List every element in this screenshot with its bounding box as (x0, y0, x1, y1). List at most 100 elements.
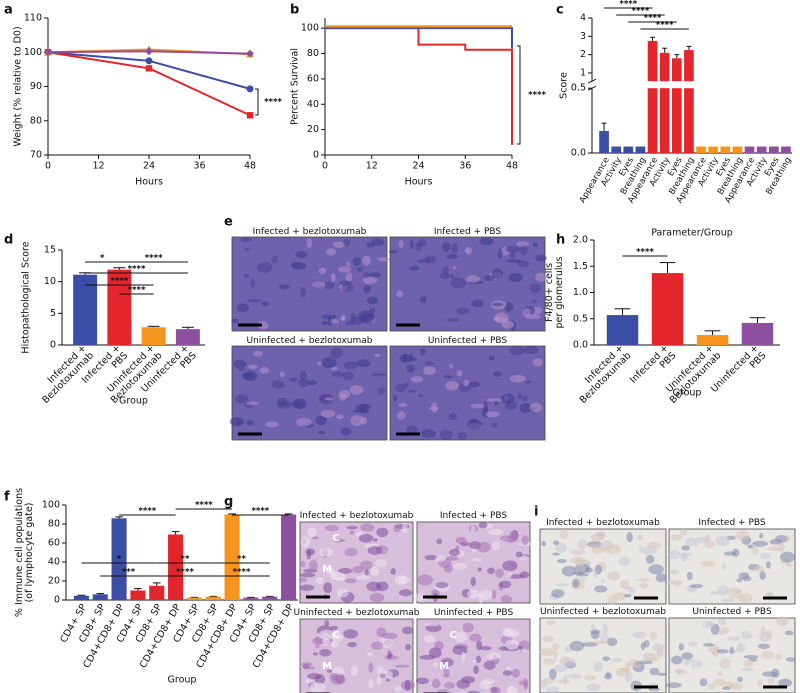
marker (246, 85, 254, 93)
y-tick-label: 40 (48, 557, 60, 568)
texture-spot (236, 303, 250, 313)
texture-spot (339, 280, 352, 286)
texture-spot (464, 248, 470, 253)
texture-spot (517, 393, 522, 400)
texture-spot (376, 627, 387, 638)
texture-spot (443, 375, 453, 379)
texture-spot (315, 644, 320, 649)
texture-spot (443, 564, 453, 573)
texture-spot (484, 274, 495, 281)
x-tick-label: 36 (193, 161, 205, 172)
texture-spot (473, 665, 479, 675)
texture-spot (330, 347, 343, 359)
texture-spot (588, 544, 602, 548)
bar (696, 146, 706, 153)
texture-spot (529, 283, 541, 293)
texture-spot (686, 571, 693, 581)
texture-spot (435, 555, 446, 562)
sig-label: **** (138, 507, 156, 517)
x-tick-label: 24 (412, 161, 424, 172)
texture-spot (719, 658, 731, 669)
texture-spot (693, 537, 708, 544)
texture-spot (350, 316, 366, 325)
texture-spot (509, 574, 525, 579)
bar (732, 146, 743, 153)
x-axis-title: Hours (405, 177, 433, 188)
texture-spot (665, 682, 682, 688)
texture-spot (362, 276, 378, 285)
sig-label: **** (128, 286, 146, 296)
x-axis-title: Hours (135, 177, 163, 188)
texture-spot (700, 560, 716, 567)
texture-spot (376, 666, 384, 672)
texture-spot (774, 653, 783, 661)
texture-spot (785, 563, 793, 567)
bar (262, 596, 278, 600)
texture-spot (435, 581, 449, 589)
texture-spot (507, 573, 513, 578)
texture-spot (778, 542, 785, 553)
texture-spot (394, 664, 410, 668)
texture-spot (407, 389, 418, 393)
texture-spot (767, 546, 782, 552)
texture-spot (546, 620, 556, 626)
texture-spot (396, 290, 404, 298)
y-axis-title: % Immune cell populations(of lymphocyte … (13, 488, 34, 617)
texture-spot (377, 387, 386, 395)
texture-spot (374, 353, 381, 358)
y-axis-title: Score (559, 72, 570, 99)
texture-spot (618, 556, 631, 567)
sig-label: **** (176, 568, 194, 578)
texture-spot (715, 535, 730, 547)
texture-spot (602, 623, 608, 635)
texture-spot (291, 261, 300, 269)
tissue-texture (298, 522, 413, 603)
texture-spot (726, 587, 742, 597)
texture-spot (324, 620, 330, 627)
y-tick-label: 100 (301, 23, 319, 34)
image-caption: Uninfected + bezlotoxumab (294, 608, 420, 618)
texture-spot (358, 533, 374, 543)
y-tick-label: 2.0 (573, 235, 588, 246)
marker (145, 57, 153, 65)
texture-spot (497, 248, 503, 259)
texture-spot (343, 629, 358, 639)
texture-spot (471, 558, 483, 562)
bar (647, 40, 658, 153)
image-caption: Infected + PBS (698, 518, 765, 528)
texture-spot (483, 660, 496, 670)
x-tick-label: 48 (506, 161, 518, 172)
y-tick-label: 0.5 (573, 313, 588, 324)
texture-spot (688, 641, 698, 647)
texture-spot (509, 560, 516, 569)
texture-spot (736, 642, 746, 653)
texture-spot (352, 565, 364, 574)
texture-spot (355, 403, 372, 410)
region-label: M (322, 564, 332, 575)
texture-spot (784, 630, 794, 636)
texture-spot (233, 359, 247, 369)
texture-spot (332, 241, 346, 249)
texture-spot (607, 594, 618, 605)
texture-spot (509, 346, 525, 356)
bar (623, 146, 634, 153)
texture-spot (449, 363, 454, 369)
texture-spot (415, 677, 430, 685)
texture-spot (465, 275, 481, 283)
texture-spot (318, 267, 327, 274)
texture-spot (607, 637, 618, 647)
texture-spot (278, 284, 291, 290)
texture-spot (712, 678, 726, 687)
texture-spot (443, 667, 450, 677)
sig-label: * (117, 555, 122, 565)
texture-spot (488, 355, 495, 361)
texture-spot (394, 685, 403, 692)
texture-spot (256, 261, 273, 273)
image-caption: Infected + bezlotoxumab (253, 227, 367, 237)
texture-spot (532, 242, 538, 248)
texture-spot (584, 567, 593, 573)
texture-spot (467, 419, 483, 430)
texture-spot (366, 296, 379, 305)
texture-spot (337, 588, 349, 598)
y-tick-label: 1.5 (573, 261, 588, 272)
